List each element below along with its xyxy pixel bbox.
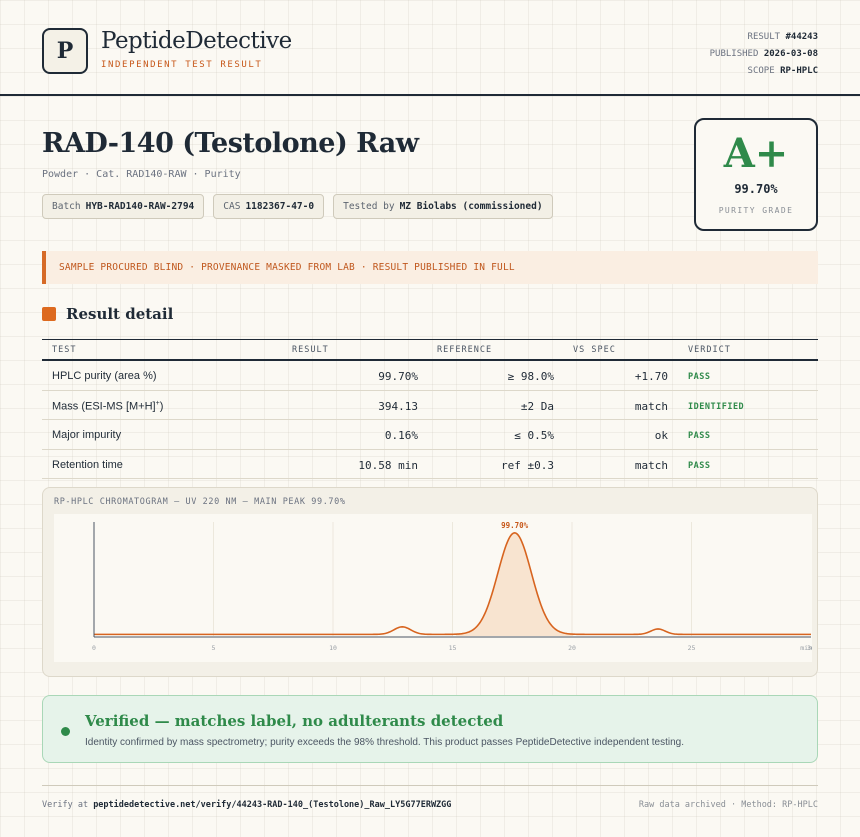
cas-chip: CAS 1182367-47-0 (213, 194, 324, 219)
report-meta: RESULT #44243 PUBLISHED 2026-03-08 SCOPE… (710, 29, 818, 80)
x-tick-label: 25 (688, 644, 696, 652)
x-tick-label: 0 (92, 644, 96, 652)
footer-method: Raw data archived · Method: RP-HPLC (639, 800, 818, 810)
verdict-badge: PASS (688, 431, 710, 441)
cell-test: Mass (ESI-MS [M+H]+) (52, 400, 163, 413)
table-row: HPLC purity (area %) 99.70% ≥ 98.0% +1.7… (42, 361, 818, 391)
peak-annotation: 99.70% (501, 521, 529, 530)
verified-description: Identity confirmed by mass spectrometry;… (85, 737, 684, 748)
grade-label: PURITY GRADE (696, 206, 816, 215)
verdict-badge: PASS (688, 372, 710, 382)
cell-vs-spec: match (635, 400, 668, 413)
col-test: TEST (52, 345, 76, 355)
meta-published: PUBLISHED 2026-03-08 (710, 46, 818, 63)
grade-value: 99.70% (696, 182, 816, 196)
x-tick-label: 5 (212, 644, 216, 652)
col-result: RESULT (292, 345, 329, 355)
section-marker-icon (42, 307, 56, 321)
brand-tagline: INDEPENDENT TEST RESULT (101, 60, 262, 70)
verdict-badge: PASS (688, 461, 710, 471)
meta-scope: SCOPE RP-HPLC (710, 63, 818, 80)
chromatogram-card: RP-HPLC CHROMATOGRAM — UV 220 NM — MAIN … (42, 487, 818, 677)
x-tick-label: 20 (568, 644, 576, 652)
page-title: RAD-140 (Testolone) Raw (42, 128, 418, 159)
x-unit-label: min (800, 644, 812, 652)
cell-vs-spec: +1.70 (635, 370, 668, 383)
col-reference: REFERENCE (437, 345, 492, 355)
cell-vs-spec: ok (655, 429, 668, 442)
verify-url[interactable]: peptidedetective.net/verify/44243-RAD-14… (93, 800, 451, 810)
report-header: P PeptideDetective INDEPENDENT TEST RESU… (0, 0, 860, 96)
chart-area: 051015202530min99.70% (54, 514, 812, 662)
cell-reference: ≤ 0.5% (514, 429, 554, 442)
cell-test: Major impurity (52, 429, 121, 441)
cell-reference: ±2 Da (521, 400, 554, 413)
batch-chip: Batch HYB-RAD140-RAW-2794 (42, 194, 204, 219)
blind-notice-banner: SAMPLE PROCURED BLIND · PROVENANCE MASKE… (42, 251, 818, 284)
cell-reference: ≥ 98.0% (508, 370, 554, 383)
cell-reference: ref ±0.3 (501, 459, 554, 472)
table-row: Mass (ESI-MS [M+H]+) 394.13 ±2 Da match … (42, 391, 818, 421)
col-verdict: VERDICT (688, 345, 731, 355)
table-row: Retention time 10.58 min ref ±0.3 match … (42, 450, 818, 480)
verified-banner: Verified — matches label, no adulterants… (42, 695, 818, 763)
product-chips: Batch HYB-RAD140-RAW-2794 CAS 1182367-47-0… (42, 194, 553, 219)
verdict-badge: IDENTIFIED (688, 402, 744, 412)
cell-test: Retention time (52, 459, 123, 471)
cell-result: 99.70% (378, 370, 418, 383)
grade-letter: A+ (696, 130, 816, 177)
purity-grade-card: A+ 99.70% PURITY GRADE (694, 118, 818, 231)
results-table: TEST RESULT REFERENCE VS SPEC VERDICT HP… (42, 339, 818, 479)
cell-result: 0.16% (385, 429, 418, 442)
chromatogram-chart: 051015202530min99.70% (54, 514, 812, 662)
logo-icon: P (42, 28, 88, 74)
meta-result: RESULT #44243 (710, 29, 818, 46)
section-title: Result detail (66, 305, 173, 323)
col-vs-spec: VS SPEC (573, 345, 616, 355)
x-tick-label: 10 (329, 644, 337, 652)
chart-title: RP-HPLC CHROMATOGRAM — UV 220 NM — MAIN … (54, 497, 346, 507)
table-row: Major impurity 0.16% ≤ 0.5% ok PASS (42, 420, 818, 450)
x-tick-label: 15 (449, 644, 457, 652)
cell-test: HPLC purity (area %) (52, 370, 157, 382)
main-peak-fill (456, 533, 573, 636)
cell-vs-spec: match (635, 459, 668, 472)
footer-divider (42, 785, 818, 786)
table-header: TEST RESULT REFERENCE VS SPEC VERDICT (42, 339, 818, 361)
result-detail-heading: Result detail (42, 305, 173, 323)
brand-name: PeptideDetective (101, 28, 292, 54)
verified-dot-icon (61, 727, 70, 736)
cell-result: 394.13 (378, 400, 418, 413)
cell-result: 10.58 min (358, 459, 418, 472)
verified-title: Verified — matches label, no adulterants… (85, 712, 503, 730)
product-subtitle: Powder · Cat. RAD140-RAW · Purity (42, 169, 241, 180)
tested-by-chip: Tested by MZ Biolabs (commissioned) (333, 194, 552, 219)
verify-link[interactable]: Verify at peptidedetective.net/verify/44… (42, 800, 451, 810)
